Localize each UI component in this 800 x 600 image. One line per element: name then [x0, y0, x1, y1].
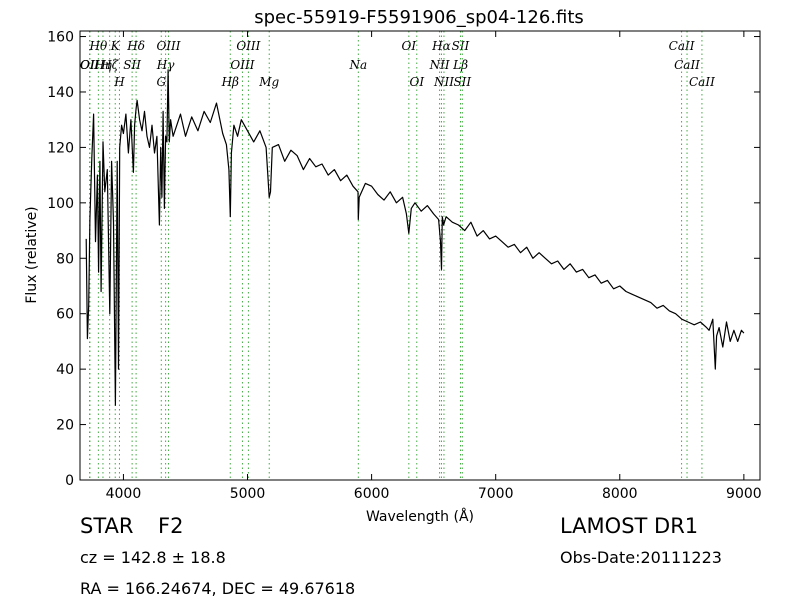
x-tick-label: 4000	[106, 486, 142, 502]
x-tick-label: 8000	[602, 486, 638, 502]
y-tick-label: 160	[47, 30, 74, 46]
spectrum-line	[85, 69, 745, 406]
survey-name: LAMOST DR1	[560, 514, 699, 538]
line-marker-label: CaII	[669, 39, 695, 53]
line-marker-label: G	[156, 75, 166, 89]
x-tick-label: 7000	[478, 486, 514, 502]
line-marker-label: CaII	[674, 58, 700, 72]
line-marker-label: NII	[433, 75, 454, 89]
object-class: STAR	[80, 514, 134, 538]
line-marker-label: NII	[429, 58, 450, 72]
line-marker-label: OIII	[236, 39, 260, 53]
y-tick-label: 0	[65, 473, 74, 489]
y-axis-label: Flux (relative)	[24, 206, 40, 303]
x-axis: 4000 5000 6000 7000 8000 9000	[106, 31, 762, 502]
line-marker-label: OII	[80, 58, 100, 72]
x-axis-label: Wavelength (Å)	[366, 508, 474, 525]
x-tick-label: 6000	[354, 486, 390, 502]
y-tick-label: 40	[56, 362, 74, 378]
y-tick-label: 100	[47, 196, 74, 212]
y-tick-label: 80	[56, 251, 74, 267]
line-marker-label: CaII	[689, 75, 715, 89]
line-markers: OIIOIIHθHηHζKHSIIHδGHγOIIIHβOIIIOIIIMgNa…	[80, 31, 715, 480]
y-tick-label: 20	[56, 418, 74, 434]
line-marker-label: Hβ	[221, 75, 239, 89]
spectrum-series	[85, 69, 745, 406]
line-marker-label: OII	[80, 58, 100, 72]
x-tick-label: 5000	[230, 486, 266, 502]
obs-date: Obs-Date:20111223	[560, 548, 722, 567]
line-marker-label: Na	[349, 58, 368, 72]
y-tick-label: 120	[47, 140, 74, 156]
line-marker-label: SII	[453, 75, 471, 89]
line-marker-label: Hζ	[100, 58, 119, 72]
line-marker-label: OIII	[156, 39, 180, 53]
redshift: cz = 142.8 ± 18.8	[80, 548, 226, 567]
line-marker-label: Hγ	[156, 58, 175, 72]
chart-title: spec-55919-F5591906_sp04-126.fits	[254, 7, 584, 28]
y-axis: 0 20 40 60 80 100 120 140 160	[47, 30, 760, 489]
x-tick-label: 9000	[726, 486, 762, 502]
line-marker-label: Hη	[93, 58, 112, 72]
line-marker-label: OIII	[230, 58, 254, 72]
y-tick-label: 140	[47, 85, 74, 101]
line-marker-label: OI	[402, 39, 417, 53]
line-marker-label: OI	[409, 75, 424, 89]
line-marker-label: Hθ	[89, 39, 108, 53]
plot-frame	[79, 30, 761, 481]
line-marker-label: Mg	[258, 75, 279, 89]
coordinates: RA = 166.24674, DEC = 49.67618	[80, 579, 356, 598]
line-marker-label: Hδ	[126, 39, 145, 53]
line-marker-label: SII	[123, 58, 141, 72]
subclass: F2	[158, 514, 184, 538]
y-tick-label: 60	[56, 307, 74, 323]
line-marker-label: Lβ	[452, 58, 468, 72]
line-marker-label: Hα	[431, 39, 451, 53]
line-marker-label: H	[113, 75, 125, 89]
line-marker-label: K	[110, 39, 121, 53]
